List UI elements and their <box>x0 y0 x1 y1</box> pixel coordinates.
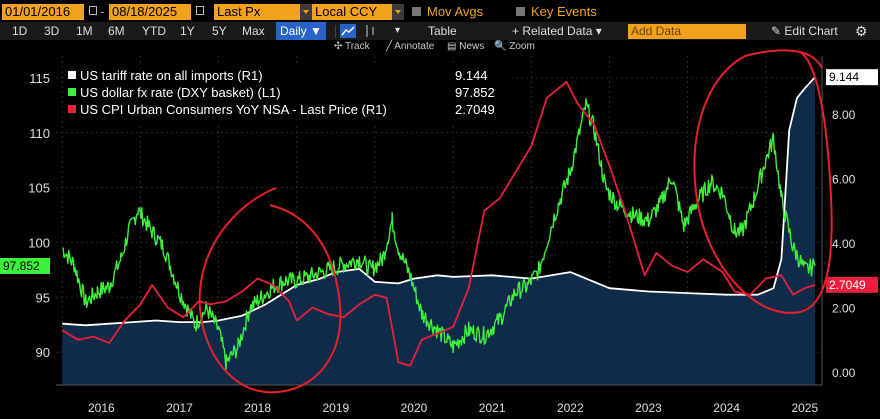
range-max[interactable]: Max <box>242 24 265 38</box>
annotate-tool[interactable]: ╱ Annotate <box>386 41 435 52</box>
chevron-down-icon[interactable] <box>392 4 404 20</box>
legend-label: US dollar fx rate (DXY basket) (L1) <box>80 85 281 100</box>
gear-icon[interactable]: ⚙ <box>855 23 868 39</box>
x-tick-label: 2019 <box>322 401 349 415</box>
legend-swatch <box>68 105 76 113</box>
series-line-1 <box>62 98 816 370</box>
axis-tags: 9.144 97.852 2.7049 <box>0 69 878 293</box>
x-tick-label: 2017 <box>166 401 193 415</box>
legend-swatch <box>68 71 76 79</box>
series-line-0 <box>62 76 816 327</box>
range-toolbar: 1D 3D 1M 6M YTD 1Y 5Y Max Daily ▼ ▾ Tabl… <box>0 22 880 40</box>
x-tick-label: 2018 <box>244 401 271 415</box>
legend-box <box>64 66 510 124</box>
range-ytd[interactable]: YTD <box>142 24 166 38</box>
track-tool[interactable]: ✣ Track <box>334 41 370 52</box>
chart-type-dropdown[interactable]: ▾ <box>395 25 401 36</box>
legend-last-value: 2.7049 <box>455 102 495 117</box>
left-tick-label: 110 <box>29 126 50 141</box>
edit-chart-button[interactable]: ✎ Edit Chart <box>771 24 838 38</box>
calendar-icon[interactable] <box>89 6 97 15</box>
start-date-input[interactable]: 01/01/2016 <box>2 4 84 20</box>
axis-tag-label: 97.852 <box>3 259 40 273</box>
right-tick-label: 6.00 <box>832 173 856 187</box>
x-tick-label: 2023 <box>635 401 662 415</box>
annotation-circle-2018 <box>198 187 342 394</box>
field-select[interactable]: Last Px <box>214 4 304 20</box>
currency-select[interactable]: Local CCY <box>312 4 392 20</box>
left-tick-label: 105 <box>28 181 50 196</box>
x-tick-label: 2016 <box>88 401 115 415</box>
key-events-label: Key Events <box>531 4 597 19</box>
tariff-area <box>62 77 816 385</box>
axes: 2016 2017 2018 2019 2020 2021 2022 2023 2024 2025… <box>28 56 856 415</box>
left-tick-label: 95 <box>36 290 50 305</box>
mov-avgs-checkbox[interactable] <box>412 7 421 16</box>
series-lines <box>61 76 816 370</box>
calendar-icon[interactable] <box>196 6 204 15</box>
table-button[interactable]: Table <box>428 24 457 38</box>
range-3d[interactable]: 3D <box>44 24 60 38</box>
right-tick-label: 0.00 <box>832 366 856 380</box>
range-6m[interactable]: 6M <box>108 24 125 38</box>
axis-tag-bg <box>0 257 50 274</box>
x-tick-label: 2024 <box>713 401 740 415</box>
candlestick-icon[interactable] <box>364 24 376 38</box>
axis-tag-label: 9.144 <box>829 70 859 84</box>
news-tool[interactable]: ▤ News <box>447 41 485 52</box>
annotation-arrow <box>799 51 823 69</box>
legend-label: US tariff rate on all imports (R1) <box>80 68 263 83</box>
left-tick-label: 100 <box>28 235 50 250</box>
range-5y[interactable]: 5Y <box>212 24 227 38</box>
hand-drawn-annotations <box>198 49 833 394</box>
axis-tag-bg <box>826 69 878 86</box>
x-tick-label: 2025 <box>791 401 818 415</box>
range-1y[interactable]: 1Y <box>180 24 195 38</box>
frequency-select[interactable]: Daily ▼ <box>276 22 326 40</box>
left-tick-label: 115 <box>29 71 50 86</box>
right-tick-label: 4.00 <box>832 237 856 251</box>
chevron-down-icon[interactable] <box>300 4 312 20</box>
right-tick-label: 2.00 <box>832 302 856 316</box>
x-tick-label: 2021 <box>479 401 506 415</box>
divider <box>335 25 336 38</box>
legend-last-value: 9.144 <box>455 68 488 83</box>
right-tick-label: 8.00 <box>832 108 856 122</box>
annotation-circle-2025 <box>693 49 833 314</box>
end-date-input[interactable]: 08/18/2025 <box>109 4 191 20</box>
zoom-tool[interactable]: 🔍 Zoom <box>494 41 535 52</box>
legend-swatch <box>68 88 76 96</box>
line-chart-icon[interactable] <box>340 24 356 38</box>
x-tick-label: 2020 <box>401 401 428 415</box>
legend: US tariff rate on all imports (R1) 9.144 U… <box>64 66 510 124</box>
range-1d[interactable]: 1D <box>12 24 28 38</box>
x-tick-label: 2022 <box>557 401 584 415</box>
series-line-2 <box>61 80 816 367</box>
related-data-button[interactable]: + Related Data ▾ <box>512 24 602 38</box>
mov-avgs-label: Mov Avgs <box>427 4 484 19</box>
axis-tag-bg <box>826 276 878 293</box>
key-events-checkbox[interactable] <box>516 7 525 16</box>
range-1m[interactable]: 1M <box>76 24 93 38</box>
axis-tag-label: 2.7049 <box>829 278 866 292</box>
legend-label: US CPI Urban Consumers YoY NSA - Last Pr… <box>80 102 387 117</box>
add-data-input[interactable]: Add Data <box>628 24 746 39</box>
top-toolbar: 01/01/2016 - 08/18/2025 Last Px Local CC… <box>0 0 880 22</box>
tariff-area-fill <box>62 77 816 385</box>
date-separator: - <box>100 4 105 19</box>
legend-last-value: 97.852 <box>455 85 495 100</box>
left-tick-label: 90 <box>36 345 50 360</box>
